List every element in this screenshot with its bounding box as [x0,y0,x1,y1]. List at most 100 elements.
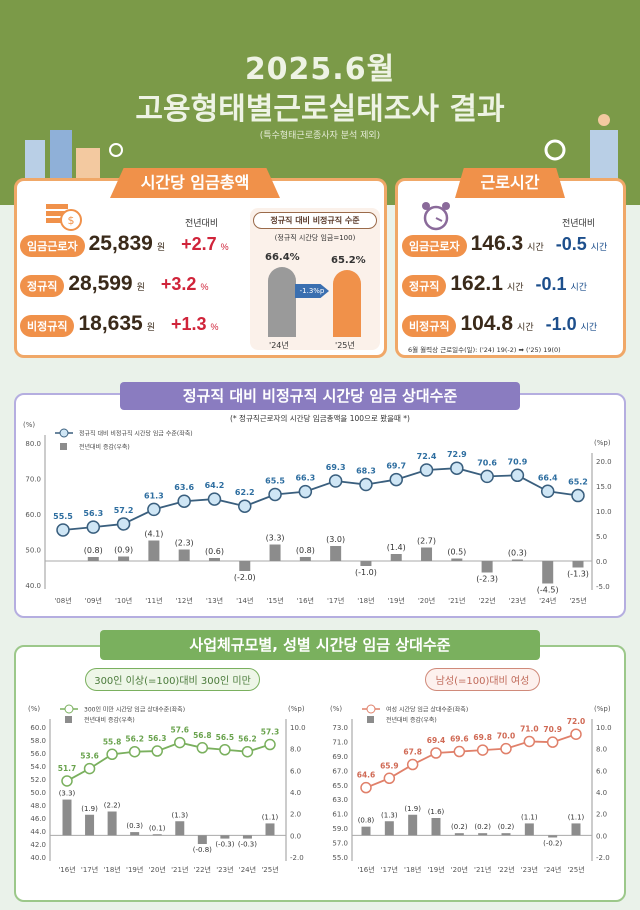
wage-yoy-label: 전년대비 [185,219,219,229]
category-pill: 비정규직 [402,315,457,337]
change-bar [130,832,140,836]
right-tick-label: 6.0 [290,767,301,775]
ratio-point-label: 68.3 [356,467,376,476]
x-tick-label: '24년 [239,865,256,874]
page-title: 고용형태별근로실태조사 결과 [135,92,505,127]
right-tick-label: 0.0 [596,832,607,840]
change-bar-label: (4.1) [144,530,163,539]
left-tick-label: 55.0 [332,854,348,862]
change-bar [501,833,511,836]
wage-row: 임금근로자 25,839 원 +2.7% [20,232,229,257]
ratio-point-label: 72.9 [447,450,467,459]
yoy-change: -1.0 [545,314,577,334]
change-bar-label: (0.1) [149,824,166,832]
ratio-point-label: 72.4 [417,452,437,461]
x-tick-label: '19년 [388,596,405,605]
left-tick-label: 60.0 [25,511,41,519]
ratio-point [61,775,73,787]
change-bar [220,835,230,839]
legend-label-line: 정규직 대비 비정규직 시간당 임금 수준(좌축) [79,430,193,438]
ratio-point-label: 57.3 [261,728,280,737]
yoy-change: +1.3 [171,314,207,334]
x-tick-label: '25년 [567,865,584,874]
ratio-point-label: 70.6 [477,458,497,467]
ratio-point [480,469,494,484]
change-bar-label: (1.3) [381,811,398,819]
right-tick-label: -2.0 [290,854,304,862]
ratio-point [523,735,536,748]
change-bar-label: (-2.0) [234,573,256,582]
left-axis-unit: (%) [330,705,342,713]
right-axis-unit: (%p) [288,705,305,713]
ratio-point [238,499,252,513]
right-tick-label: 6.0 [596,767,607,775]
change-bar [178,549,190,561]
mini-bar-25 [333,270,361,337]
change-bar [511,559,523,561]
right-axis-unit: (%p) [594,439,611,447]
left-tick-label: 54.0 [30,763,46,771]
change-bar-label: (-0.3) [238,841,257,849]
x-tick-label: '17년 [381,865,398,874]
x-tick-label: '10년 [115,596,132,605]
x-tick-label: '22년 [478,596,495,605]
left-tick-label: 56.0 [30,750,46,758]
ratio-point [147,502,161,517]
left-tick-label: 58.0 [30,737,46,745]
ratio-point-label: 56.3 [148,734,167,743]
change-bar [118,556,130,561]
mini-year-25: '25년 [335,341,355,350]
x-tick-label: '20년 [149,865,166,874]
mini-bar-label-25: 65.2% [331,255,366,266]
ratio-point [419,463,434,477]
change-bar [360,561,372,566]
ratio-point [241,745,254,758]
change-bar [542,561,554,584]
change-bar-label: (2.3) [175,539,194,548]
x-tick-label: '25년 [261,865,278,874]
left-tick-label: 40.0 [30,854,46,862]
wage-row: 정규직 28,599 원 +3.2% [20,272,208,297]
change-bar-label: (1.1) [262,813,279,821]
change-unit: % [200,282,209,292]
ratio-point-label: 51.7 [58,764,77,773]
mini-change-label: -1.3%p [299,287,325,295]
x-tick-label: '18년 [404,865,421,874]
city-buildings-icon [25,130,123,180]
change-bar [408,814,418,836]
change-bar [548,835,558,838]
x-tick-label: '21년 [474,865,491,874]
change-bar-label: (3.3) [59,790,76,798]
unit: 원 [136,282,145,292]
ratio-point-label: 65.5 [265,476,285,485]
change-bar-label: (1.1) [568,813,585,821]
category-pill: 비정규직 [20,315,75,337]
left-tick-label: 48.0 [30,802,46,810]
x-tick-label: '17년 [327,596,344,605]
change-unit: 시간 [570,282,588,292]
ratio-point [406,758,419,771]
change-bar-label: (1.3) [171,811,188,819]
change-bar [239,561,251,571]
change-bar [478,833,488,836]
x-tick-label: '09년 [85,596,102,605]
ratio-point [196,742,209,754]
change-bar-label: (1.1) [521,813,538,821]
working-hours-title: 근로시간 [455,168,565,198]
left-tick-label: 71.0 [332,738,348,746]
wage-row: 비정규직 18,635 원 +1.3% [20,312,219,337]
ratio-point-label: 72.0 [567,717,586,726]
hours-row: 임금근로자 146.3 시간 -0.5 시간 [402,232,607,257]
unit: 원 [156,242,166,252]
ratio-point-label: 67.8 [403,748,422,757]
x-tick-label: '23년 [521,865,538,874]
hours-yoy-label: 전년대비 [562,219,596,229]
ratio-point [128,745,141,758]
change-bar [265,823,275,836]
left-tick-label: 70.0 [25,476,41,484]
ratio-point-label: 66.4 [538,473,558,482]
ratio-point [389,472,403,487]
ratio-point-label: 57.6 [171,726,190,735]
